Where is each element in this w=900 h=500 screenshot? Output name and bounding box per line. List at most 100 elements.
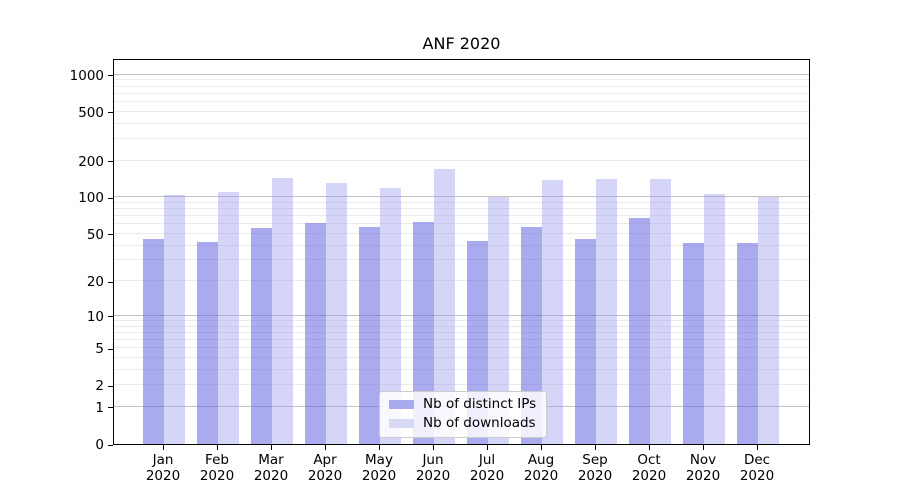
y-tick-mark-500 — [108, 112, 113, 114]
x-tick-mark-feb — [216, 445, 218, 450]
legend-item-distinct-ips: Nb of distinct IPs — [389, 397, 536, 412]
gridline-minor-2 — [114, 384, 809, 386]
x-tick-label-jul: Jul 2020 — [457, 452, 517, 484]
gridline-minor-7 — [114, 331, 809, 333]
x-tick-mark-aug — [540, 445, 542, 450]
y-tick-mark-200 — [108, 161, 113, 162]
bar-distinct-ips-mar — [251, 227, 272, 444]
y-tick-label-0: 0 — [95, 437, 104, 453]
plot-area — [113, 59, 810, 445]
bar-distinct-ips-dec — [737, 242, 758, 444]
x-tick-year: 2020 — [523, 468, 559, 484]
x-tick-year: 2020 — [685, 468, 721, 484]
x-tick-label-may: May 2020 — [349, 452, 409, 484]
gridline-minor-80 — [114, 208, 809, 210]
gridline-minor-5 — [114, 347, 809, 349]
x-tick-mark-may — [378, 445, 380, 450]
y-tick-label-100: 100 — [78, 190, 104, 207]
bar-distinct-ips-aug — [521, 226, 542, 444]
gridline-minor-8 — [114, 325, 809, 327]
x-tick-year: 2020 — [739, 468, 775, 484]
x-tick-month: Nov — [689, 452, 717, 468]
x-tick-month: Mar — [258, 452, 284, 468]
x-tick-label-nov: Nov 2020 — [673, 452, 733, 484]
x-tick-month: Dec — [743, 452, 771, 468]
x-tick-mark-oct — [648, 445, 650, 450]
y-tick-label-200: 200 — [78, 153, 104, 170]
bar-distinct-ips-apr — [305, 222, 326, 444]
legend-label-distinct-ips: Nb of distinct IPs — [423, 396, 537, 412]
gridline-minor-60 — [114, 223, 809, 225]
x-tick-month: Jan — [152, 452, 174, 468]
x-tick-month: Feb — [205, 452, 229, 468]
y-tick-mark-5 — [108, 348, 113, 350]
x-tick-year: 2020 — [415, 468, 451, 484]
x-tick-month: Apr — [313, 452, 337, 468]
x-tick-month: Jul — [478, 452, 496, 468]
legend-item-downloads: Nb of downloads — [389, 416, 536, 431]
legend-label-downloads: Nb of downloads — [423, 415, 536, 431]
gridline-minor-30 — [114, 259, 809, 261]
x-tick-month: Sep — [582, 452, 608, 468]
bar-downloads-jun — [434, 169, 455, 444]
gridline-minor-900 — [114, 79, 809, 81]
bar-downloads-may — [380, 187, 401, 444]
gridline-minor-50 — [114, 232, 809, 234]
legend: Nb of distinct IPs Nb of downloads — [379, 391, 548, 438]
x-tick-mark-jun — [432, 445, 434, 450]
y-tick-label-10: 10 — [86, 308, 104, 325]
bar-downloads-apr — [326, 183, 347, 444]
bar-downloads-dec — [758, 197, 779, 444]
y-tick-mark-1000 — [108, 75, 113, 77]
x-tick-label-sep: Sep 2020 — [565, 452, 625, 484]
x-tick-label-feb: Feb 2020 — [187, 452, 247, 484]
bar-downloads-mar — [272, 177, 293, 444]
x-tick-year: 2020 — [253, 468, 289, 484]
y-tick-label-5: 5 — [95, 341, 104, 358]
bar-distinct-ips-feb — [197, 241, 218, 444]
y-tick-mark-1 — [108, 407, 113, 409]
x-tick-month: Aug — [527, 452, 555, 468]
gridline-minor-6 — [114, 339, 809, 340]
gridline-minor-20 — [114, 280, 809, 282]
bar-downloads-sep — [596, 178, 617, 444]
chart-title: ANF 2020 — [422, 34, 501, 53]
gridline-minor-400 — [114, 122, 809, 124]
gridline-major-10 — [114, 314, 809, 316]
x-tick-year: 2020 — [577, 468, 613, 484]
x-tick-month: May — [365, 452, 393, 468]
x-tick-year: 2020 — [469, 468, 505, 484]
bar-downloads-jul — [488, 197, 509, 444]
y-tick-label-1: 1 — [95, 399, 104, 416]
gridline-minor-500 — [114, 110, 809, 112]
gridline-minor-200 — [114, 159, 809, 161]
y-tick-label-1000: 1000 — [69, 67, 104, 84]
x-tick-label-apr: Apr 2020 — [295, 452, 355, 484]
bar-downloads-aug — [542, 180, 563, 444]
x-tick-mark-mar — [270, 445, 272, 450]
x-tick-mark-dec — [756, 445, 758, 450]
x-tick-mark-sep — [594, 445, 596, 450]
bar-downloads-nov — [704, 193, 725, 444]
y-tick-label-2: 2 — [95, 378, 104, 395]
y-tick-mark-50 — [108, 234, 113, 236]
y-tick-label-50: 50 — [86, 226, 104, 243]
bar-distinct-ips-sep — [575, 239, 596, 444]
gridline-minor-700 — [114, 92, 809, 94]
x-tick-label-jun: Jun 2020 — [403, 452, 463, 484]
x-tick-year: 2020 — [631, 468, 667, 484]
bar-downloads-oct — [650, 179, 671, 444]
x-tick-mark-nov — [702, 445, 704, 450]
legend-swatch-downloads — [389, 419, 414, 428]
x-tick-label-jan: Jan 2020 — [133, 452, 193, 484]
x-tick-mark-apr — [324, 445, 326, 450]
y-tick-mark-2 — [108, 385, 113, 387]
gridline-major-1000 — [114, 73, 809, 75]
legend-swatch-distinct-ips — [389, 400, 414, 409]
bar-downloads-feb — [218, 192, 239, 444]
bar-distinct-ips-jan — [143, 239, 164, 444]
x-tick-year: 2020 — [361, 468, 397, 484]
x-tick-year: 2020 — [307, 468, 343, 484]
y-tick-label-20: 20 — [86, 274, 104, 291]
